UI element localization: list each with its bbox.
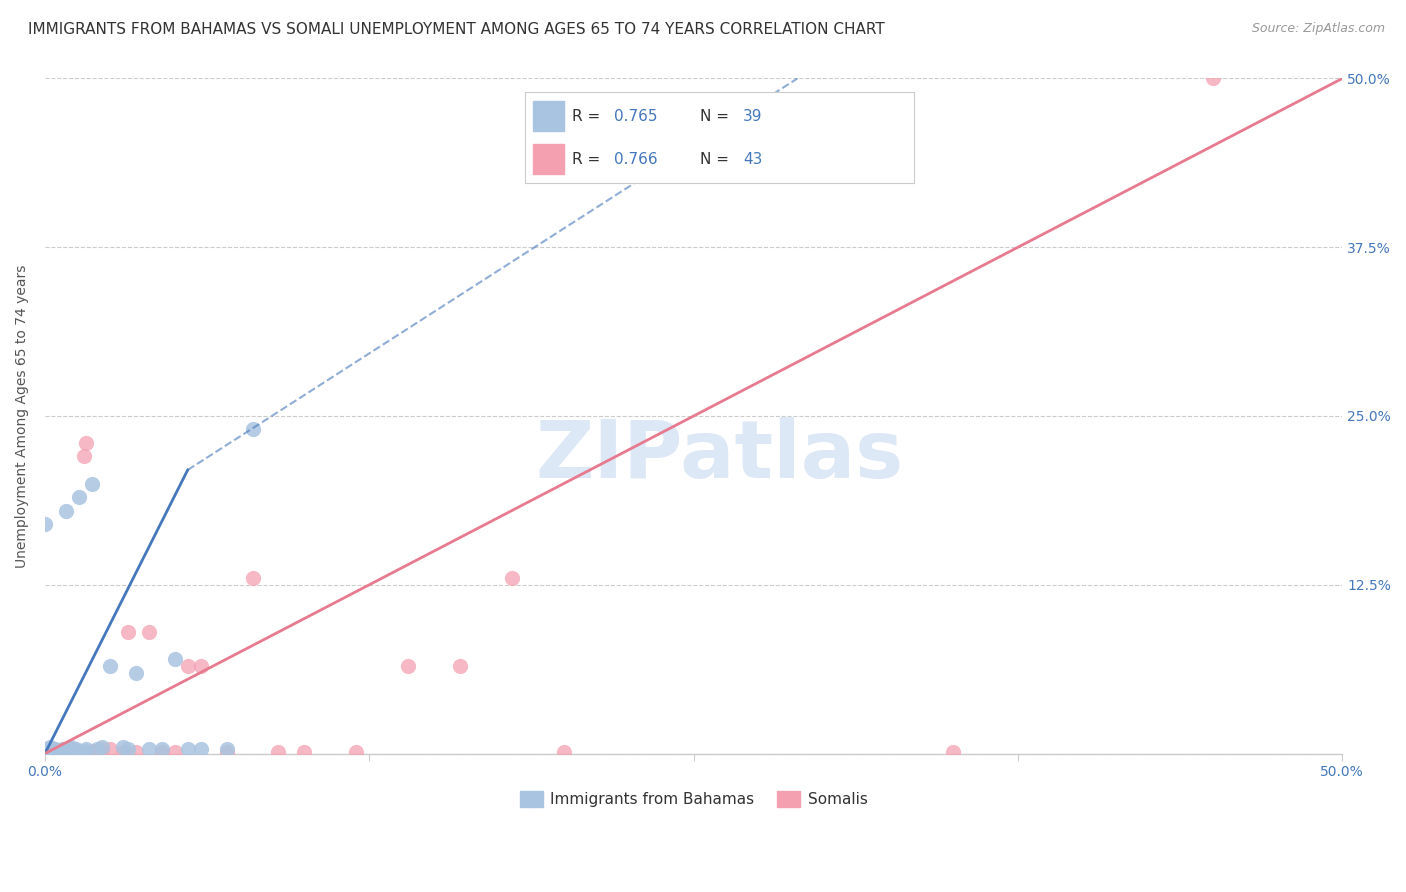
Point [34,745,56,759]
Point [49,744,72,758]
Point [86,744,108,758]
Point [52,742,75,756]
Point [163,652,186,666]
Point [553,745,575,759]
Point [86,742,108,756]
Point [176,658,198,673]
Point [34,745,56,759]
Point [55,745,77,759]
Point [80,476,103,491]
Point [44,745,66,759]
Point [65,742,87,756]
Point [449,658,471,673]
Point [138,625,160,640]
Point [76,742,98,756]
Point [125,665,148,680]
Point [67,745,90,759]
Point [73,744,96,758]
Point [111,745,134,759]
Point [1201,71,1223,86]
Text: ZIPatlas: ZIPatlas [536,417,904,495]
Point [344,745,367,759]
Point [91,739,114,754]
Text: Source: ZipAtlas.com: Source: ZipAtlas.com [1251,22,1385,36]
Point [150,742,173,756]
Point [37,747,59,761]
Point [138,742,160,756]
Point [52,742,75,756]
Point [396,658,419,673]
Point [34,744,56,758]
Text: IMMIGRANTS FROM BAHAMAS VS SOMALI UNEMPLOYMENT AMONG AGES 65 TO 74 YEARS CORRELA: IMMIGRANTS FROM BAHAMAS VS SOMALI UNEMPL… [28,22,884,37]
Point [67,490,90,504]
Point [39,744,62,758]
Point [42,745,65,759]
Point [39,739,62,754]
Point [46,744,69,758]
Point [34,744,56,758]
Point [44,742,66,756]
Point [65,744,87,758]
Point [190,742,212,756]
Point [98,658,121,673]
Point [111,739,134,754]
Point [125,745,148,759]
Point [190,658,212,673]
Point [942,745,965,759]
Point [294,745,316,759]
Point [58,744,80,758]
Point [59,742,82,756]
Point [34,747,56,761]
Point [80,744,103,758]
Point [37,747,59,761]
Point [242,571,264,585]
Point [46,745,69,759]
Point [242,423,264,437]
Point [34,742,56,756]
Point [215,745,238,759]
Point [267,745,290,759]
Y-axis label: Unemployment Among Ages 65 to 74 years: Unemployment Among Ages 65 to 74 years [15,264,30,567]
Point [59,742,82,756]
Point [34,742,56,756]
Point [73,450,96,464]
Point [42,744,65,758]
Point [42,742,65,756]
Point [58,744,80,758]
Point [55,503,77,517]
Point [34,747,56,761]
Point [76,436,98,450]
Point [34,516,56,531]
Point [49,744,72,758]
Point [59,745,82,759]
Point [37,745,59,759]
Point [39,744,62,758]
Point [37,745,59,759]
Point [215,742,238,756]
Point [117,742,139,756]
Legend: Immigrants from Bahamas, Somalis: Immigrants from Bahamas, Somalis [513,785,873,814]
Point [34,747,56,761]
Point [91,742,114,756]
Point [98,742,121,756]
Point [117,625,139,640]
Point [163,745,186,759]
Point [501,571,523,585]
Point [176,742,198,756]
Point [59,739,82,754]
Point [150,745,173,759]
Point [46,747,69,761]
